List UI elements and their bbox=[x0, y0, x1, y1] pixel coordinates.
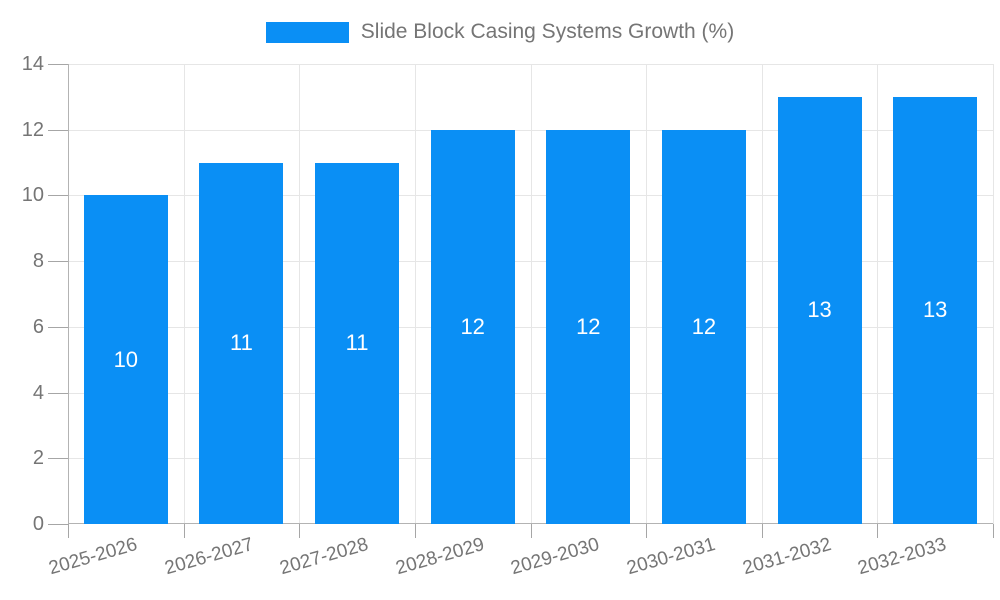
x-gridline bbox=[646, 64, 647, 524]
x-gridline bbox=[877, 64, 878, 524]
x-gridline bbox=[299, 64, 300, 524]
y-gridline bbox=[68, 129, 993, 131]
bar[interactable] bbox=[661, 129, 746, 524]
x-axis-label: 2029-2030 bbox=[508, 534, 603, 580]
x-axis-tick bbox=[993, 524, 994, 538]
y-axis-label: 10 bbox=[21, 184, 44, 207]
x-axis-label: 2031-2032 bbox=[740, 534, 834, 580]
y-axis-label: 2 bbox=[32, 447, 44, 470]
y-axis-tick bbox=[48, 261, 68, 263]
x-gridline bbox=[762, 64, 763, 524]
y-axis-tick bbox=[48, 326, 68, 328]
y-axis-tick bbox=[48, 64, 68, 65]
x-axis-tick bbox=[299, 524, 300, 538]
y-axis-tick bbox=[48, 392, 68, 394]
bar[interactable] bbox=[893, 96, 978, 524]
bar[interactable] bbox=[315, 162, 400, 524]
legend-swatch-icon bbox=[265, 21, 349, 43]
x-axis-tick bbox=[415, 524, 416, 538]
y-axis-tick bbox=[48, 195, 68, 197]
y-axis-label: 6 bbox=[32, 315, 44, 338]
x-axis-label: 2026-2027 bbox=[162, 534, 256, 580]
bar[interactable] bbox=[546, 129, 631, 524]
y-axis-label: 4 bbox=[32, 381, 44, 404]
y-gridline bbox=[68, 261, 993, 263]
y-axis-tick bbox=[48, 524, 68, 525]
y-gridline bbox=[68, 326, 993, 328]
bar[interactable] bbox=[777, 96, 862, 524]
x-gridline bbox=[993, 64, 994, 524]
y-axis-label: 14 bbox=[21, 53, 44, 75]
legend[interactable]: Slide Block Casing Systems Growth (%) bbox=[0, 20, 1000, 44]
y-axis-line bbox=[68, 64, 69, 524]
y-gridline bbox=[68, 64, 993, 65]
x-axis-tick bbox=[68, 524, 69, 538]
y-axis-tick bbox=[48, 458, 68, 460]
y-axis-label: 12 bbox=[21, 118, 44, 141]
x-axis-line bbox=[68, 523, 993, 524]
y-gridline bbox=[68, 195, 993, 197]
plot-area: 0 2 4 6 8 10 12 14 10 2025-2026 11 2026-2027 11 2027-… bbox=[22, 53, 994, 579]
x-gridline bbox=[531, 64, 532, 524]
x-axis-tick bbox=[184, 524, 185, 538]
x-axis-label: 2030-2031 bbox=[624, 534, 718, 580]
x-axis-tick bbox=[762, 524, 763, 538]
x-axis-tick bbox=[531, 524, 532, 538]
x-axis-tick bbox=[877, 524, 878, 538]
x-axis-label: 2028-2029 bbox=[393, 534, 487, 580]
bar[interactable] bbox=[199, 162, 284, 524]
x-axis-label: 2032-2033 bbox=[855, 534, 949, 580]
y-axis-label: 0 bbox=[32, 513, 44, 535]
y-axis-tick bbox=[48, 129, 68, 131]
x-axis-tick bbox=[646, 524, 647, 538]
x-axis-label: 2027-2028 bbox=[277, 534, 371, 580]
y-gridline bbox=[68, 392, 993, 394]
bar[interactable] bbox=[83, 195, 168, 524]
legend-label: Slide Block Casing Systems Growth (%) bbox=[360, 20, 735, 43]
y-axis-label: 8 bbox=[32, 250, 44, 273]
y-gridline bbox=[68, 458, 993, 460]
x-gridline bbox=[415, 64, 416, 524]
x-axis-label: 2025-2026 bbox=[46, 534, 140, 580]
bar[interactable] bbox=[430, 129, 515, 524]
x-gridline bbox=[184, 64, 185, 524]
